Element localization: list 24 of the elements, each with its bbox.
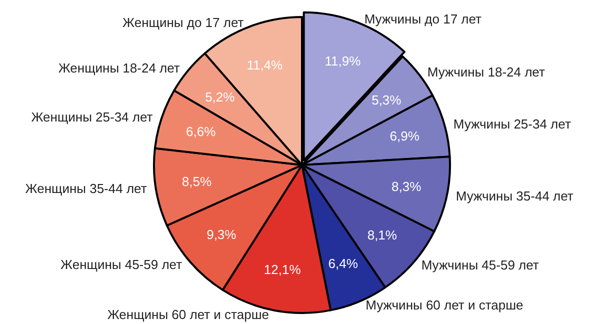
data-label: 11,9% [324,54,362,69]
slice-label: Женщины 60 лет и старше [107,306,269,322]
slice-label: Женщины 25-34 лет [31,110,153,125]
slice-label: Мужчины 60 лет и старше [366,298,524,313]
data-label: 6,4% [328,256,358,271]
data-label: 8,1% [367,228,398,243]
slice-label: Мужчины до 17 лет [364,11,482,26]
data-label: 8,5% [182,174,212,189]
slice-label: Мужчины 25-34 лет [453,116,571,132]
slice-label: Мужчины 18-24 лет [427,64,545,80]
data-label: 11,4% [246,58,284,73]
data-label: 5,2% [205,90,236,105]
slice-label: Женщины 18-24 лет [58,60,180,76]
slice-label: Женщины 45-59 лет [60,256,182,272]
data-label: 6,6% [186,124,216,139]
data-label: 5,3% [372,92,402,108]
slice-label: Мужчины 35-44 лет [456,188,574,204]
data-label: 8,3% [392,179,422,194]
data-label: 9,3% [206,227,237,242]
data-label: 6,9% [390,128,420,144]
slice-label: Мужчины 45-59 лет [421,258,539,273]
data-label: 12,1% [264,262,302,278]
slice-label: Женщины до 17 лет [122,15,244,30]
slice-label: Женщины 35-44 лет [25,180,147,196]
